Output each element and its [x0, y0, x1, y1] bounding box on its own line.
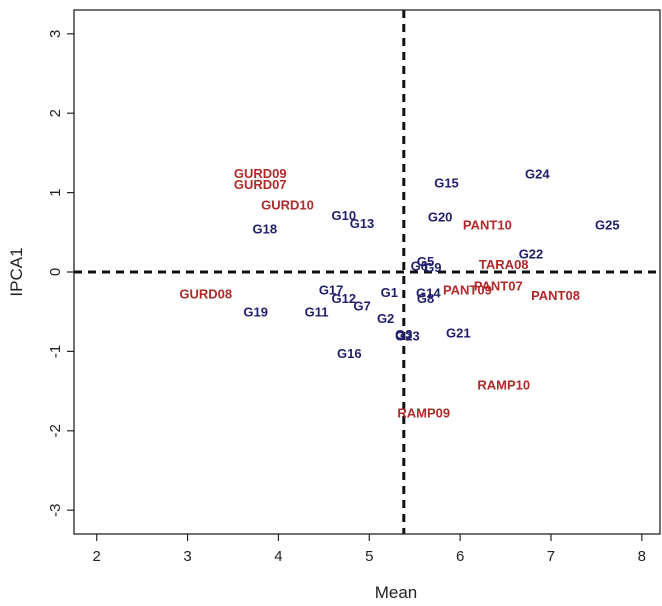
- environment-label: RAMP09: [397, 406, 450, 421]
- x-tick-label: 3: [183, 548, 191, 565]
- genotype-label: G2: [377, 311, 394, 326]
- x-axis-title: Mean: [375, 583, 418, 602]
- genotype-label: G1: [381, 285, 398, 300]
- genotype-label: G23: [395, 329, 420, 344]
- genotype-label: G8: [417, 291, 434, 306]
- genotype-label: G14: [416, 286, 441, 301]
- x-tick-label: 5: [365, 548, 373, 565]
- environment-label: GURD07: [234, 177, 287, 192]
- y-tick-label: 1: [47, 188, 64, 196]
- y-tick-label: 2: [47, 109, 64, 117]
- genotype-label: G19: [243, 305, 268, 320]
- genotype-label: G18: [253, 221, 278, 236]
- environment-label: GURD10: [261, 198, 314, 213]
- genotype-label: G22: [519, 247, 544, 262]
- x-tick-label: 8: [638, 548, 646, 565]
- environment-label: PANT09: [443, 282, 492, 297]
- genotype-label: G20: [428, 209, 453, 224]
- environment-label: PANT07: [474, 278, 523, 293]
- environment-label: GURD08: [179, 286, 232, 301]
- x-tick-label: 2: [93, 548, 101, 565]
- y-tick-label: -1: [47, 345, 64, 358]
- environment-label: PANT10: [463, 217, 512, 232]
- environment-label: PANT08: [531, 288, 580, 303]
- genotype-label: G6: [411, 259, 428, 274]
- x-tick-label: 4: [274, 548, 282, 565]
- genotype-label: G16: [337, 346, 362, 361]
- x-tick-label: 7: [547, 548, 555, 565]
- y-tick-label: 0: [47, 268, 64, 276]
- y-tick-label: 3: [47, 30, 64, 38]
- genotype-label: G7: [353, 298, 370, 313]
- x-axis-ticks: 2 3 4 5 6 7 8: [93, 534, 646, 565]
- genotype-label: G17: [319, 282, 344, 297]
- genotype-label: G25: [595, 217, 620, 232]
- x-tick-label: 6: [456, 548, 464, 565]
- y-tick-label: -2: [47, 424, 64, 437]
- genotype-label: G15: [434, 175, 459, 190]
- environment-label: TARA08: [479, 257, 529, 272]
- genotype-label: G3: [395, 327, 412, 342]
- y-axis-title: IPCA1: [7, 247, 26, 296]
- environment-label: RAMP10: [477, 378, 530, 393]
- plot-frame: [73, 9, 661, 535]
- genotype-label: G11: [305, 305, 329, 320]
- y-tick-label: -3: [47, 504, 64, 517]
- genotype-label: G9: [424, 260, 441, 275]
- genotype-label: G13: [350, 216, 375, 231]
- environment-label: GURD09: [234, 166, 287, 181]
- genotype-label: G10: [332, 208, 357, 223]
- genotype-label: G21: [446, 325, 471, 340]
- genotype-label: G12: [332, 291, 357, 306]
- genotype-label: G5: [417, 254, 434, 269]
- genotype-label: G24: [525, 167, 550, 182]
- reference-lines: [74, 10, 660, 534]
- y-axis-ticks: -3 -2 -1 0 1 2 3: [47, 30, 74, 517]
